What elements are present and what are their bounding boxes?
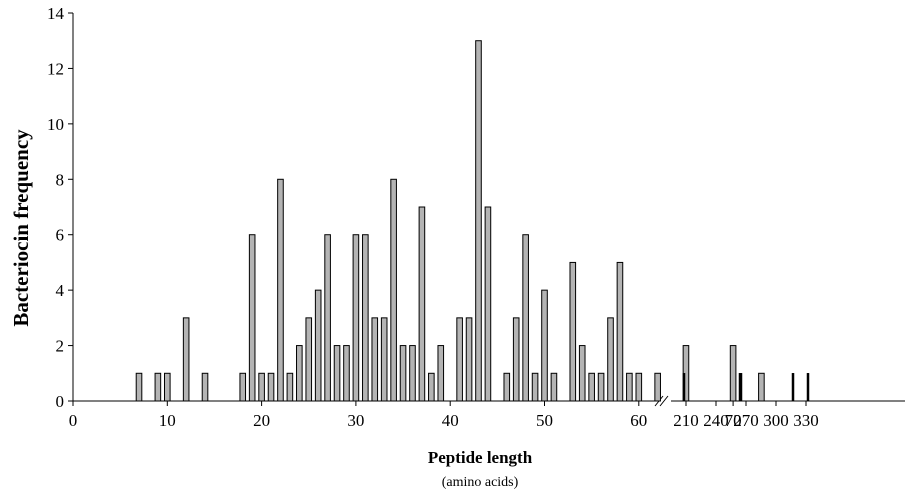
bar [465, 317, 473, 402]
bar [607, 317, 614, 402]
bar [418, 206, 426, 402]
bar [682, 373, 686, 402]
bar [588, 372, 595, 402]
bar [390, 178, 397, 402]
bar [531, 372, 539, 402]
bar [635, 372, 643, 402]
bars-group [135, 40, 810, 402]
axis-break-mark [659, 395, 669, 407]
bar [475, 40, 482, 402]
bar [428, 372, 435, 402]
bar [456, 317, 463, 402]
bar [512, 317, 520, 402]
bar [154, 372, 162, 402]
bar [239, 372, 247, 402]
x-tick-label: 240 [703, 411, 729, 430]
bar [729, 345, 737, 402]
bar [277, 178, 284, 402]
bar [362, 234, 369, 402]
bar [503, 372, 511, 402]
bar [296, 345, 303, 402]
x-tick-label: 60 [630, 411, 647, 430]
x-tick-label: 270 [733, 411, 759, 430]
x-tick-label: 10 [159, 411, 176, 430]
x-tick-label: 70 [725, 411, 742, 430]
x-tick-label: 40 [442, 411, 459, 430]
y-tick-label: 4 [56, 281, 65, 300]
bar [626, 372, 633, 402]
bar [333, 345, 341, 402]
bar [578, 345, 586, 402]
bar [409, 345, 416, 402]
bar [164, 372, 171, 402]
bar [541, 289, 548, 402]
bar [550, 372, 558, 402]
y-axis-label: Bacteriocin frequency [9, 129, 33, 327]
bar [484, 206, 492, 402]
y-tick-label: 14 [47, 4, 65, 23]
y-tick-label: 8 [56, 170, 65, 189]
bar [806, 373, 810, 402]
x-axis: 0 10 20 30 40 50 60 70 210 240 270 300 330 [69, 395, 905, 430]
x-axis-sublabel: (amino acids) [442, 475, 519, 490]
bar [135, 372, 143, 402]
bar [201, 372, 209, 402]
bar [182, 317, 190, 402]
bar [522, 234, 529, 402]
y-tick-label: 10 [47, 115, 64, 134]
x-axis-label: Peptide length [428, 448, 533, 467]
bar [267, 372, 275, 402]
bar [791, 373, 795, 402]
x-tick-label: 0 [69, 411, 78, 430]
x-tick-label: 330 [793, 411, 819, 430]
bar [258, 372, 265, 402]
bar [248, 234, 256, 402]
x-tick-label: 20 [253, 411, 270, 430]
bar [437, 345, 445, 402]
y-axis: 0 2 4 6 8 10 12 14 [47, 4, 74, 411]
bar [380, 317, 388, 402]
y-tick-label: 6 [56, 226, 65, 245]
bar [399, 345, 407, 402]
x-tick-label: 30 [347, 411, 364, 430]
bar [343, 345, 350, 402]
bar [314, 289, 322, 402]
bar [758, 372, 765, 402]
x-tick-label: 300 [763, 411, 789, 430]
bar [597, 372, 605, 402]
bar [352, 234, 360, 402]
y-tick-label: 12 [47, 59, 64, 78]
bar [654, 372, 661, 402]
y-tick-label: 0 [56, 392, 65, 411]
y-tick-label: 2 [56, 337, 65, 356]
x-tick-label: 50 [536, 411, 553, 430]
bar [569, 261, 577, 402]
x-tick-label: 210 [673, 411, 699, 430]
bar [371, 317, 379, 402]
bar [305, 317, 313, 402]
bar [616, 261, 624, 402]
bar [286, 372, 294, 402]
bar [324, 234, 331, 402]
bar [739, 373, 743, 402]
